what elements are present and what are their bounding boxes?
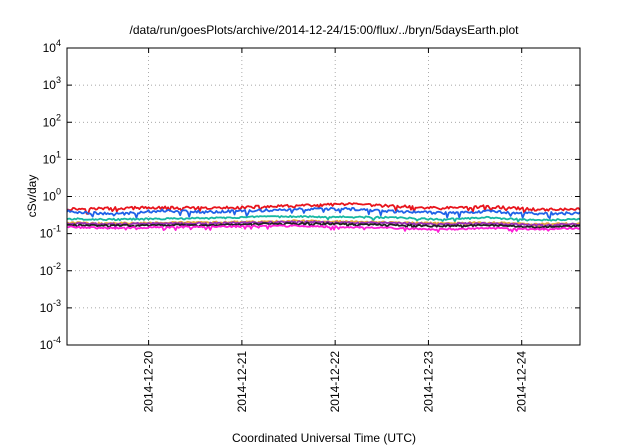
series-line [66,224,581,233]
series-line [67,202,581,215]
y-tick-label: 10-1 [40,224,61,241]
x-axis-label: Coordinated Universal Time (UTC) [232,431,416,445]
y-axis-label: cSv/day [25,175,39,218]
x-tick-labels: 2014-12-20 2014-12-21 2014-12-22 2014-12-23… [142,351,529,413]
y-tick-label: 10-2 [40,261,61,278]
y-tick-labels: 10-4 10-3 10-2 10-1 100 101 102 103 104 [40,38,61,352]
y-tick-label: 10-3 [40,298,61,315]
y-tick-label: 100 [43,187,61,204]
x-tick-label: 2014-12-23 [421,351,435,413]
x-tick-label: 2014-12-22 [328,351,342,413]
series-line [66,220,581,229]
y-tick-label: 101 [43,149,61,166]
x-tick-label: 2014-12-20 [142,351,156,413]
x-tick-label: 2014-12-21 [235,351,249,413]
series-lines [66,202,581,233]
y-tick-label: 104 [43,38,61,55]
gridlines [67,48,580,345]
y-tick-label: 103 [43,75,61,92]
chart-title: /data/run/goesPlots/archive/2014-12-24/1… [130,23,520,37]
series-line [66,221,581,230]
series-line [66,214,581,223]
x-tick-label: 2014-12-24 [515,351,529,413]
y-tick-label: 10-4 [40,335,61,352]
series-line [66,206,581,220]
y-tick-label: 102 [43,112,61,129]
axis-ticks [67,47,580,346]
